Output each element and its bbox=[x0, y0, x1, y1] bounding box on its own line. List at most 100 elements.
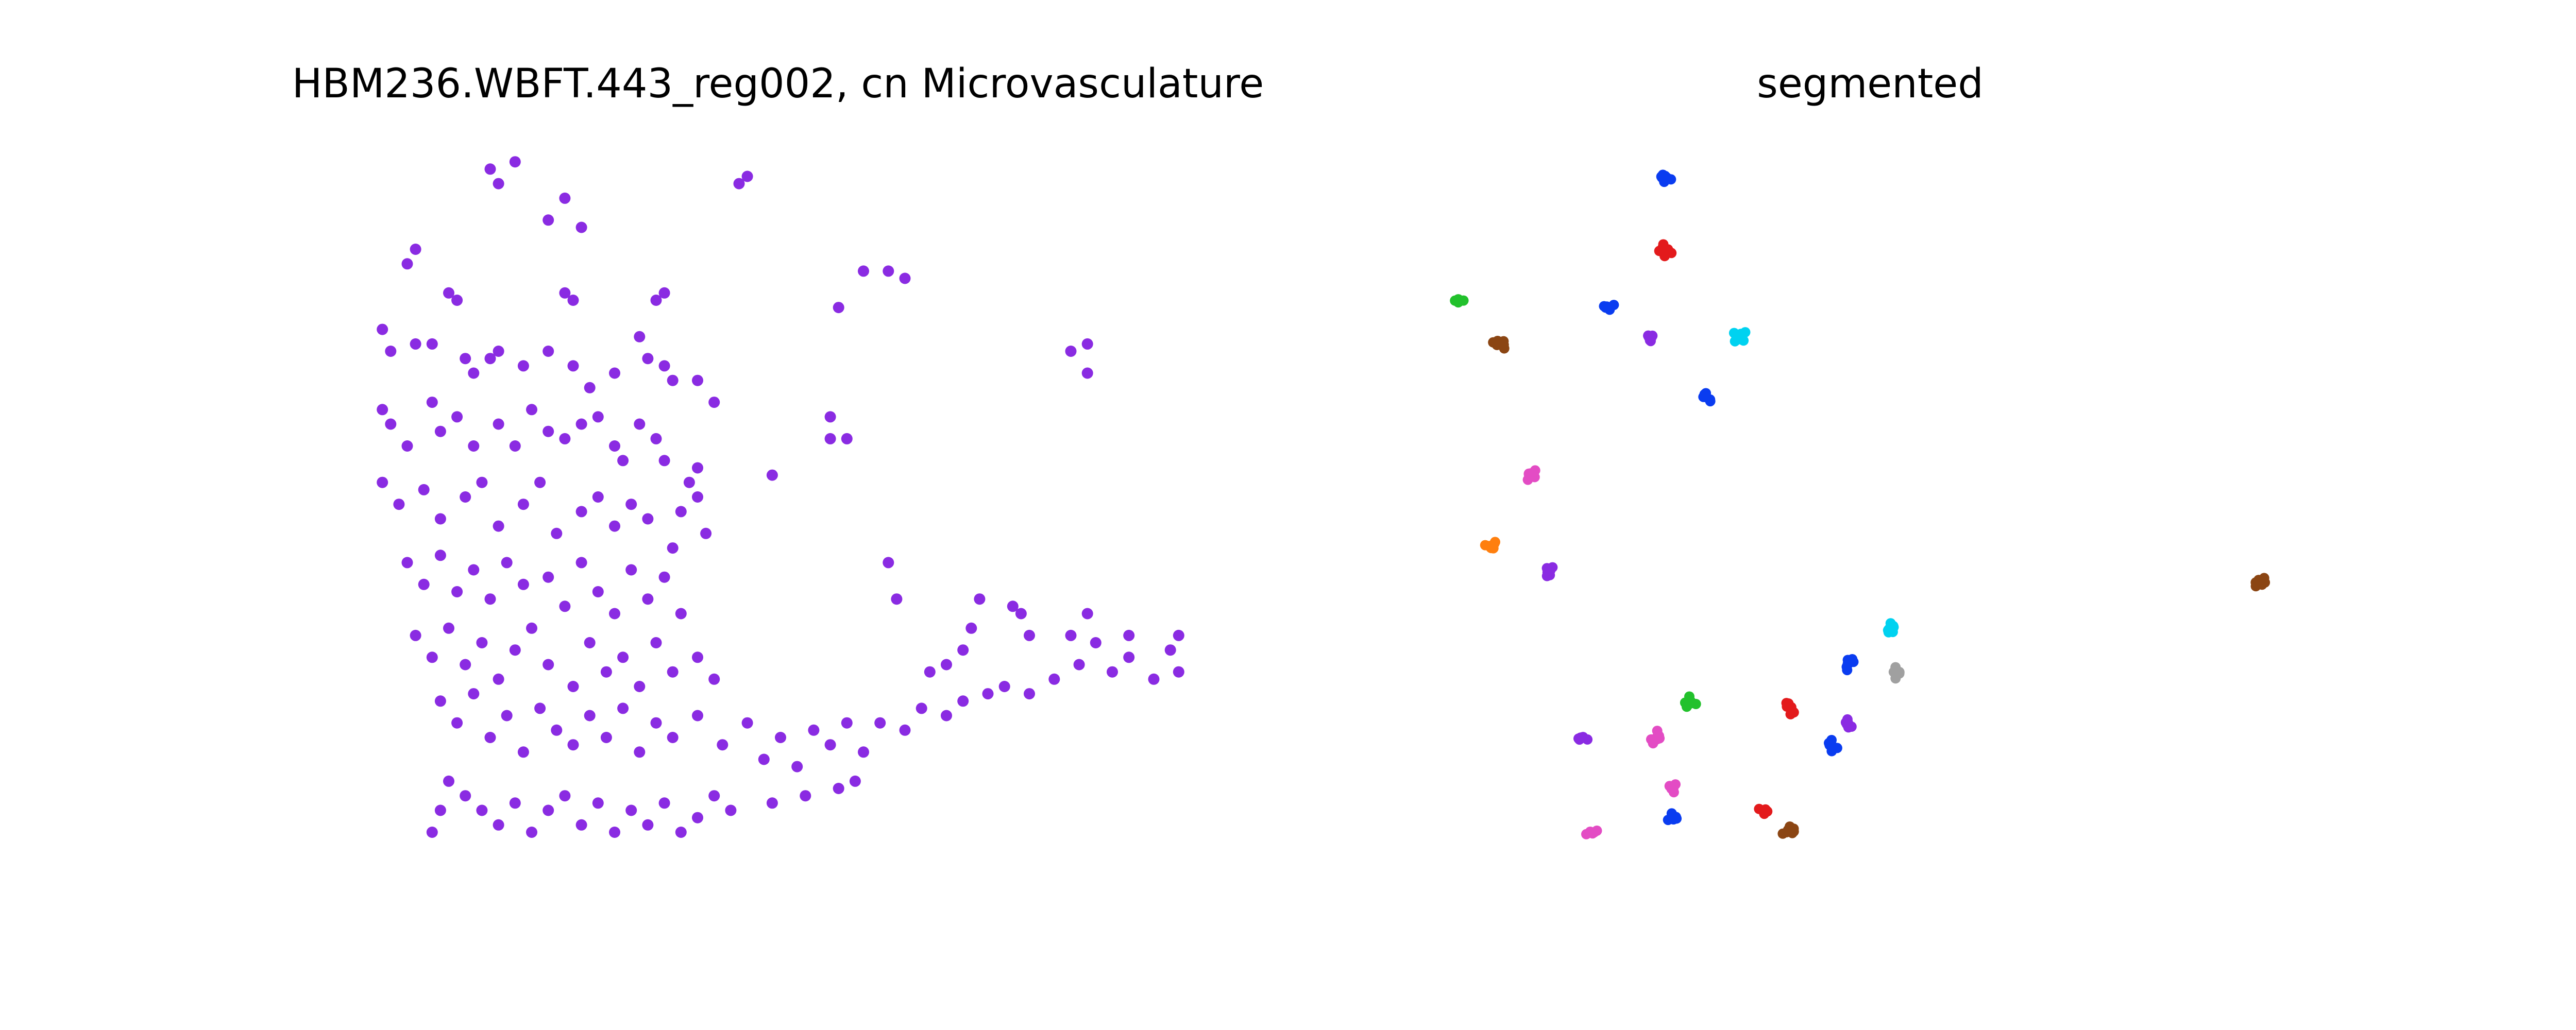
data-point bbox=[543, 214, 554, 226]
data-point bbox=[883, 557, 894, 569]
data-point bbox=[617, 651, 629, 663]
data-point bbox=[708, 397, 720, 408]
data-point bbox=[658, 571, 670, 583]
data-point bbox=[543, 425, 554, 437]
data-point bbox=[667, 732, 679, 743]
data-point bbox=[468, 688, 480, 700]
data-point bbox=[543, 804, 554, 816]
data-point bbox=[625, 564, 637, 576]
data-point bbox=[484, 593, 496, 605]
data-point bbox=[526, 827, 537, 838]
data-point bbox=[658, 287, 670, 299]
cluster-point bbox=[1575, 733, 1586, 744]
data-point bbox=[858, 265, 869, 277]
data-point bbox=[451, 295, 463, 306]
data-point bbox=[592, 491, 604, 503]
data-point bbox=[667, 666, 679, 678]
data-point bbox=[509, 156, 521, 168]
data-point bbox=[849, 775, 861, 787]
data-point bbox=[941, 659, 952, 671]
data-point bbox=[841, 433, 853, 444]
data-point bbox=[1024, 688, 1035, 700]
data-point bbox=[692, 812, 703, 823]
data-point bbox=[534, 702, 546, 714]
data-point bbox=[584, 382, 596, 393]
cluster-point bbox=[1842, 714, 1853, 725]
data-point bbox=[658, 455, 670, 467]
data-point bbox=[460, 491, 471, 503]
data-point bbox=[824, 739, 836, 751]
data-point bbox=[791, 761, 803, 772]
data-point bbox=[517, 360, 529, 372]
data-point bbox=[443, 775, 454, 787]
data-point bbox=[509, 440, 521, 452]
data-point bbox=[410, 244, 421, 255]
data-point bbox=[833, 783, 844, 794]
data-point bbox=[567, 681, 579, 692]
data-point bbox=[567, 739, 579, 751]
data-point bbox=[434, 695, 446, 707]
data-point bbox=[617, 702, 629, 714]
data-point bbox=[418, 578, 430, 590]
data-point bbox=[692, 374, 703, 386]
data-point bbox=[642, 819, 654, 831]
data-point bbox=[808, 724, 820, 736]
data-point bbox=[766, 469, 778, 481]
data-point bbox=[451, 411, 463, 423]
data-point bbox=[650, 637, 662, 648]
data-point bbox=[410, 338, 421, 350]
data-point bbox=[758, 753, 770, 765]
data-point bbox=[658, 360, 670, 372]
data-point bbox=[517, 499, 529, 510]
cluster-point bbox=[1787, 828, 1798, 838]
data-point bbox=[584, 637, 596, 648]
cluster-point bbox=[1498, 336, 1509, 347]
data-point bbox=[559, 790, 571, 802]
data-point bbox=[460, 353, 471, 365]
data-point bbox=[692, 651, 703, 663]
left-chart-title: HBM236.WBFT.443_reg002, cn Microvasculat… bbox=[292, 61, 1264, 107]
data-point bbox=[451, 586, 463, 597]
data-point bbox=[725, 804, 737, 816]
cluster-point bbox=[1777, 828, 1788, 839]
data-point bbox=[493, 673, 504, 685]
cluster-point bbox=[1700, 391, 1711, 402]
data-point bbox=[600, 666, 612, 678]
data-point bbox=[1081, 338, 1093, 350]
data-point bbox=[741, 717, 753, 729]
data-point bbox=[543, 346, 554, 357]
data-point bbox=[401, 557, 413, 569]
data-point bbox=[575, 221, 587, 233]
data-point bbox=[617, 455, 629, 467]
data-point bbox=[634, 746, 646, 758]
cluster-point bbox=[1666, 248, 1677, 259]
data-point bbox=[575, 557, 587, 569]
data-point bbox=[891, 593, 903, 605]
cluster-point bbox=[1841, 662, 1852, 672]
cluster-point bbox=[1843, 722, 1854, 733]
cluster-point bbox=[1654, 246, 1665, 256]
data-point bbox=[609, 827, 620, 838]
data-point bbox=[543, 659, 554, 671]
data-point bbox=[1073, 659, 1085, 671]
cluster-point bbox=[1686, 698, 1697, 709]
data-point bbox=[1081, 608, 1093, 620]
data-point bbox=[642, 513, 654, 525]
data-point bbox=[567, 295, 579, 306]
data-point bbox=[634, 331, 646, 342]
data-point bbox=[609, 367, 620, 379]
data-point bbox=[717, 739, 728, 751]
data-point bbox=[692, 491, 703, 503]
cluster-point bbox=[1668, 814, 1679, 825]
data-point bbox=[1015, 608, 1027, 620]
data-point bbox=[468, 367, 480, 379]
data-point bbox=[708, 673, 720, 685]
data-point bbox=[401, 258, 413, 270]
data-point bbox=[609, 440, 620, 452]
left-scatter-points bbox=[377, 156, 1184, 838]
data-point bbox=[559, 433, 571, 444]
data-point bbox=[426, 651, 438, 663]
data-point bbox=[443, 287, 454, 299]
data-point bbox=[675, 506, 687, 518]
data-point bbox=[924, 666, 936, 678]
